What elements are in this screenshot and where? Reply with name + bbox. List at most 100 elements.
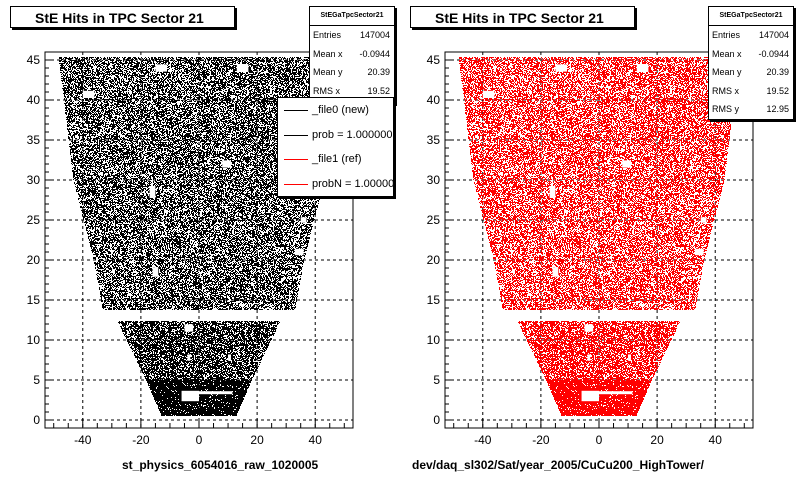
dead-region <box>581 390 599 402</box>
stats-label: Mean x <box>712 48 742 59</box>
x-tick-label: -20 <box>532 433 550 447</box>
dead-region <box>82 90 95 98</box>
stats-mean-y: 20.39 <box>766 67 789 77</box>
y-tick-label: 30 <box>27 173 41 187</box>
dead-region <box>583 391 633 395</box>
y-tick-label: 20 <box>27 253 41 267</box>
dead-region <box>555 64 568 72</box>
stats-title: StEGaTpcSector21 <box>709 7 793 26</box>
dead-region <box>628 354 631 361</box>
x-tick-label: 40 <box>709 433 723 447</box>
dead-region <box>228 354 231 361</box>
chart-right: StE Hits in TPC Sector 21 -40 -20 0 20 40 0 5 1… <box>400 0 800 480</box>
dead-region <box>488 312 498 317</box>
y-tick-label: 40 <box>27 93 41 107</box>
axes: -40 -20 0 20 40 0 5 10 15 20 25 30 35 40 45 <box>27 51 345 447</box>
dead-regions <box>482 64 707 402</box>
stats-label: RMS y <box>712 104 739 114</box>
scatter-plot: -40 -20 0 20 40 0 5 10 15 20 25 30 35 40 45 <box>427 51 754 447</box>
x-axis-label: st_physics_6054016_raw_1020005 <box>122 458 319 472</box>
y-tick-label: 10 <box>427 333 441 347</box>
stats-box: StEGaTpcSector21 Entries 147004 Mean x -0.… <box>309 6 395 104</box>
y-tick-label: 0 <box>33 413 40 427</box>
y-tick-label: 40 <box>427 93 441 107</box>
stats-label: RMS x <box>313 85 340 96</box>
stats-mean-x: -0.0944 <box>758 48 789 59</box>
y-tick-label: 25 <box>427 213 441 227</box>
x-tick-label: -40 <box>474 433 492 447</box>
y-tick-label: 0 <box>433 413 440 427</box>
x-tick-label: 0 <box>596 433 603 447</box>
y-tick-label: 45 <box>27 53 41 67</box>
y-tick-label: 5 <box>33 373 40 387</box>
dead-region <box>482 90 495 98</box>
y-tick-label: 25 <box>27 213 41 227</box>
dead-region <box>216 312 226 317</box>
hit-point-cloud <box>459 57 739 416</box>
stats-label: Mean y <box>712 67 742 77</box>
hit-points <box>59 57 339 416</box>
dead-region <box>700 217 707 223</box>
legend-label: _file1 (ref) <box>312 153 362 165</box>
stats-rms-y: 12.95 <box>766 104 789 114</box>
y-tick-label: 10 <box>27 333 41 347</box>
x-tick-label: -40 <box>74 433 92 447</box>
x-tick-label: 20 <box>250 433 264 447</box>
x-tick-label: 0 <box>196 433 203 447</box>
legend-entry: _file1 (ref) <box>278 147 393 172</box>
chart-left: StE Hits in TPC Sector 21 -40 -20 0 20 40 0 5 1… <box>10 6 395 472</box>
dead-region <box>549 186 556 198</box>
dead-region <box>149 186 156 198</box>
x-axis-label: dev/daq_sl302/Sat/year_2005/CuCu200_High… <box>412 458 704 472</box>
x-tick-label: 20 <box>650 433 664 447</box>
x-tick-label: -20 <box>132 433 150 447</box>
stats-box: StEGaTpcSector21 Entries 147004 Mean x -0.… <box>708 6 794 120</box>
y-tick-label: 35 <box>27 133 41 147</box>
dead-region <box>552 267 559 277</box>
y-tick-label: 30 <box>427 173 441 187</box>
dead-region <box>88 312 98 317</box>
hit-point-cloud <box>59 57 339 416</box>
stats-label: Mean y <box>313 67 343 77</box>
y-tick-label: 35 <box>427 133 441 147</box>
axes: -40 -20 0 20 40 0 5 10 15 20 25 30 35 40 45 <box>427 51 745 447</box>
legend-label: prob = 1.000000 <box>312 128 393 141</box>
dead-region <box>694 248 704 256</box>
dead-region <box>300 217 307 223</box>
stats-label: Mean x <box>313 48 343 59</box>
x-tick-label: 40 <box>309 433 323 447</box>
dead-region <box>236 64 249 72</box>
stats-label: Entries <box>313 30 342 40</box>
y-tick-label: 20 <box>427 253 441 267</box>
legend-label: _file0 (new) <box>312 104 369 116</box>
stats-label: RMS x <box>712 85 739 96</box>
dead-region <box>152 267 159 277</box>
dead-region <box>587 354 591 361</box>
dead-region <box>183 391 233 395</box>
dead-region <box>584 324 594 332</box>
stats-entries: 147004 <box>359 30 390 40</box>
scatter-plot: -40 -20 0 20 40 0 5 10 15 20 25 30 35 40 45 <box>27 51 354 447</box>
stats-rms-x: 19.52 <box>766 85 789 96</box>
y-tick-label: 15 <box>27 293 41 307</box>
dead-region <box>616 312 626 317</box>
legend-entry: prob = 1.000000 <box>278 123 393 148</box>
dead-region <box>155 64 168 72</box>
y-tick-label: 5 <box>433 373 440 387</box>
dead-region <box>184 324 194 332</box>
legend-entry: _file0 (new) <box>278 98 393 123</box>
legend: _file0 (new) prob = 1.000000 _file1 (ref… <box>277 97 394 197</box>
legend-label: probN = 1.000000 <box>312 177 394 190</box>
stats-label: Entries <box>712 30 741 40</box>
dead-region <box>181 390 199 402</box>
dead-regions <box>82 64 307 402</box>
dead-region <box>636 64 649 72</box>
stats-mean-y: 20.39 <box>367 67 390 77</box>
hit-points <box>459 57 739 416</box>
y-tick-label: 15 <box>427 293 441 307</box>
y-tick-label: 45 <box>427 53 441 67</box>
stats-rms-x: 19.52 <box>367 85 390 96</box>
dead-region <box>622 160 631 168</box>
dead-region <box>222 160 231 168</box>
stats-title: StEGaTpcSector21 <box>310 7 394 26</box>
